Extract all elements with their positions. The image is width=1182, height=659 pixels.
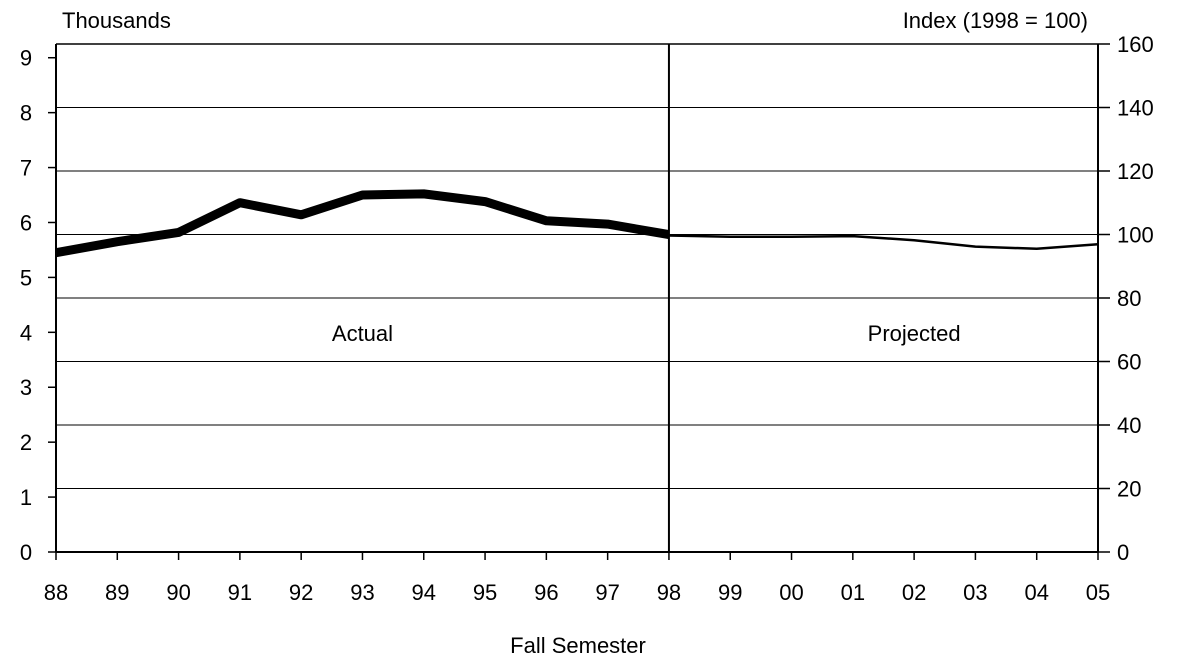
x-tick-label: 96 <box>534 580 558 605</box>
x-tick-label: 97 <box>595 580 619 605</box>
y-left-tick-label: 1 <box>20 485 32 510</box>
x-tick-label: 01 <box>841 580 865 605</box>
actual-series-line <box>55 189 670 258</box>
x-tick-label: 88 <box>44 580 68 605</box>
series <box>55 189 1099 258</box>
y-left-tick-label: 4 <box>20 320 32 345</box>
y-right-tick-label: 40 <box>1117 413 1141 438</box>
axes <box>55 43 1099 553</box>
x-tick-label: 93 <box>350 580 374 605</box>
x-tick-label: 95 <box>473 580 497 605</box>
y-right-axis-title: Index (1998 = 100) <box>903 8 1088 33</box>
y-right-tick-label: 100 <box>1117 223 1154 248</box>
projected-series-line <box>668 234 1099 251</box>
x-tick-label: 90 <box>166 580 190 605</box>
y-right-tick-label: 20 <box>1117 477 1141 502</box>
x-tick-label: 92 <box>289 580 313 605</box>
x-axis-title: Fall Semester <box>510 633 646 658</box>
y-left-tick-label: 5 <box>20 265 32 290</box>
x-tick-label: 99 <box>718 580 742 605</box>
x-tick-label: 94 <box>412 580 436 605</box>
y-right-tick-label: 120 <box>1117 159 1154 184</box>
y-left-tick-label: 8 <box>20 101 32 126</box>
y-left-tick-label: 3 <box>20 375 32 400</box>
y-left-tick-label: 6 <box>20 210 32 235</box>
projected-label: Projected <box>868 321 961 346</box>
x-tick-label: 02 <box>902 580 926 605</box>
y-left-tick-label: 0 <box>20 540 32 565</box>
y-right-tick-label: 160 <box>1117 32 1154 57</box>
gridlines <box>56 43 1098 489</box>
x-tick-label: 91 <box>228 580 252 605</box>
x-tick-label: 89 <box>105 580 129 605</box>
x-tick-label: 05 <box>1086 580 1110 605</box>
annotations: Actual Projected <box>332 321 961 346</box>
x-tick-label: 03 <box>963 580 987 605</box>
y-left-tick-label: 2 <box>20 430 32 455</box>
y-left-tick-label: 7 <box>20 156 32 181</box>
actual-label: Actual <box>332 321 393 346</box>
y-right-tick-label: 0 <box>1117 540 1129 565</box>
x-tick-label: 98 <box>657 580 681 605</box>
y-right-tick-label: 60 <box>1117 350 1141 375</box>
y-left-tick-label: 9 <box>20 46 32 71</box>
y-right-tick-label: 140 <box>1117 96 1154 121</box>
x-tick-label: 00 <box>779 580 803 605</box>
y-right-tick-label: 80 <box>1117 286 1141 311</box>
x-tick-label: 04 <box>1024 580 1048 605</box>
y-left-axis-title: Thousands <box>62 8 171 33</box>
